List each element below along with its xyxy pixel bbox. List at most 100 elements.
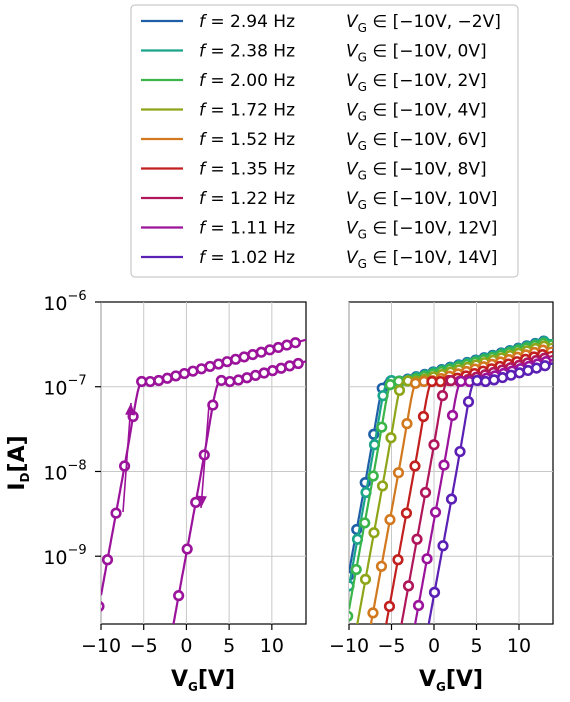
x-tick-label: 0 xyxy=(180,635,192,657)
series-marker xyxy=(384,514,396,526)
series-marker xyxy=(401,418,413,430)
series-marker xyxy=(359,573,372,585)
series-marker xyxy=(409,377,422,389)
series-marker xyxy=(101,554,114,566)
legend-frequency: f = 1.11 Hz xyxy=(199,219,295,239)
left-grid xyxy=(100,302,306,624)
series-marker xyxy=(402,580,415,592)
series-marker xyxy=(419,486,432,499)
series-marker xyxy=(421,553,433,565)
series-marker xyxy=(411,533,423,545)
x-tick-label: −10 xyxy=(81,635,121,657)
series-marker xyxy=(367,607,379,619)
legend-voltage-range: VG ∈ [−10V, 10V] xyxy=(346,189,497,212)
x-tick-label: −5 xyxy=(377,635,405,657)
legend-frequency: f = 2.00 Hz xyxy=(199,71,295,91)
legend-frequency: f = 1.35 Hz xyxy=(199,160,295,180)
legend-item: f = 1.35 Hz VG ∈ [−10V, 8V] xyxy=(141,160,487,183)
left-y-ticks: 10−9 10−8 10−7 10−6 xyxy=(43,289,101,569)
series-marker xyxy=(446,409,459,422)
legend-item: f = 1.22 Hz VG ∈ [−10V, 10V] xyxy=(141,189,497,212)
series-marker xyxy=(429,506,442,518)
series-marker xyxy=(376,480,389,492)
x-tick-label: −10 xyxy=(329,635,369,657)
series-marker xyxy=(224,375,236,388)
legend-item: f = 1.52 Hz VG ∈ [−10V, 6V] xyxy=(141,130,487,153)
series-marker xyxy=(392,467,405,479)
series-marker xyxy=(144,375,156,388)
legend-frequency: f = 2.38 Hz xyxy=(199,42,295,62)
series-marker xyxy=(539,360,551,372)
series-marker xyxy=(101,601,105,612)
legend-voltage-range: VG ∈ [−10V, 6V] xyxy=(346,130,487,153)
legend: f = 2.94 Hz VG ∈ [−10V, −2V] f = 2.38 Hz VG… xyxy=(130,4,519,278)
legend-item: f = 2.00 Hz VG ∈ [−10V, 2V] xyxy=(141,71,487,94)
series-marker xyxy=(437,540,449,552)
legend-voltage-range: VG ∈ [−10V, 14V] xyxy=(346,248,497,271)
series-marker xyxy=(375,560,388,572)
y-tick-label: 10−7 xyxy=(43,374,86,400)
legend-item: f = 1.02 Hz VG ∈ [−10V, 14V] xyxy=(141,248,497,271)
series-marker xyxy=(412,599,425,612)
legend-item: f = 2.94 Hz VG ∈ [−10V, −2V] xyxy=(141,12,501,35)
legend-frequency: f = 2.94 Hz xyxy=(199,12,295,32)
series-marker xyxy=(445,493,458,505)
series-marker xyxy=(376,421,388,433)
right-series xyxy=(349,335,553,624)
series-marker xyxy=(428,439,440,451)
left-x-ticks: −10 −5 0 5 10 xyxy=(81,624,284,657)
series-marker xyxy=(289,337,302,349)
series-marker xyxy=(409,460,421,472)
right-x-ticks: −10 −5 0 5 10 xyxy=(329,624,531,657)
right-x-axis-label: VG[V] xyxy=(419,667,483,694)
legend-voltage-range: VG ∈ [−10V, 4V] xyxy=(346,101,487,124)
x-tick-label: 0 xyxy=(428,635,440,657)
sweep-arrow xyxy=(196,404,210,509)
series-marker xyxy=(181,543,193,555)
left-x-axis-label: VG[V] xyxy=(171,667,235,694)
x-tick-label: 5 xyxy=(223,635,235,657)
series-marker xyxy=(417,410,430,423)
left-panel: −10 −5 0 5 10 10−9 10−8 10−7 10−6 VG[V] ID[A] xyxy=(5,289,307,694)
series-marker xyxy=(454,445,466,458)
series-marker xyxy=(367,470,379,482)
right-panel: −10 −5 0 5 10 VG[V] xyxy=(329,301,554,694)
x-tick-label: 5 xyxy=(470,635,482,657)
series-marker xyxy=(462,396,475,408)
series-marker xyxy=(438,459,450,471)
x-tick-label: 10 xyxy=(507,635,531,657)
left-series xyxy=(101,337,306,624)
series-marker xyxy=(368,527,380,539)
series-marker xyxy=(436,390,449,402)
y-tick-label: 10−8 xyxy=(43,458,86,484)
series-marker xyxy=(292,357,304,370)
series-marker xyxy=(207,399,219,411)
legend-voltage-range: VG ∈ [−10V, 12V] xyxy=(346,219,497,242)
legend-frame xyxy=(130,4,519,278)
legend-item: f = 1.72 Hz VG ∈ [−10V, 4V] xyxy=(141,101,487,124)
series-marker xyxy=(400,507,413,519)
legend-voltage-range: VG ∈ [−10V, 2V] xyxy=(346,71,487,94)
series-marker xyxy=(479,375,492,388)
sweep-arrows xyxy=(122,402,210,513)
series-marker xyxy=(393,384,406,396)
series-marker xyxy=(349,610,354,622)
x-tick-label: −5 xyxy=(130,635,158,657)
series-marker xyxy=(350,563,362,576)
left-y-axis-label: ID[A] xyxy=(5,435,32,490)
legend-frequency: f = 1.52 Hz xyxy=(199,130,295,150)
legend-frequency: f = 1.72 Hz xyxy=(199,101,295,121)
legend-frequency: f = 1.02 Hz xyxy=(199,248,295,268)
x-tick-label: 10 xyxy=(260,635,284,657)
series-marker xyxy=(392,554,404,566)
series-marker xyxy=(359,517,371,529)
legend-frequency: f = 1.22 Hz xyxy=(199,189,295,209)
series-marker xyxy=(173,590,185,602)
series-marker xyxy=(385,432,397,444)
y-tick-label: 10−6 xyxy=(43,289,86,315)
legend-voltage-range: VG ∈ [−10V, 0V] xyxy=(346,42,487,65)
series-marker xyxy=(118,460,131,472)
legend-item: f = 1.11 Hz VG ∈ [−10V, 12V] xyxy=(141,219,497,242)
series-marker xyxy=(110,507,122,519)
